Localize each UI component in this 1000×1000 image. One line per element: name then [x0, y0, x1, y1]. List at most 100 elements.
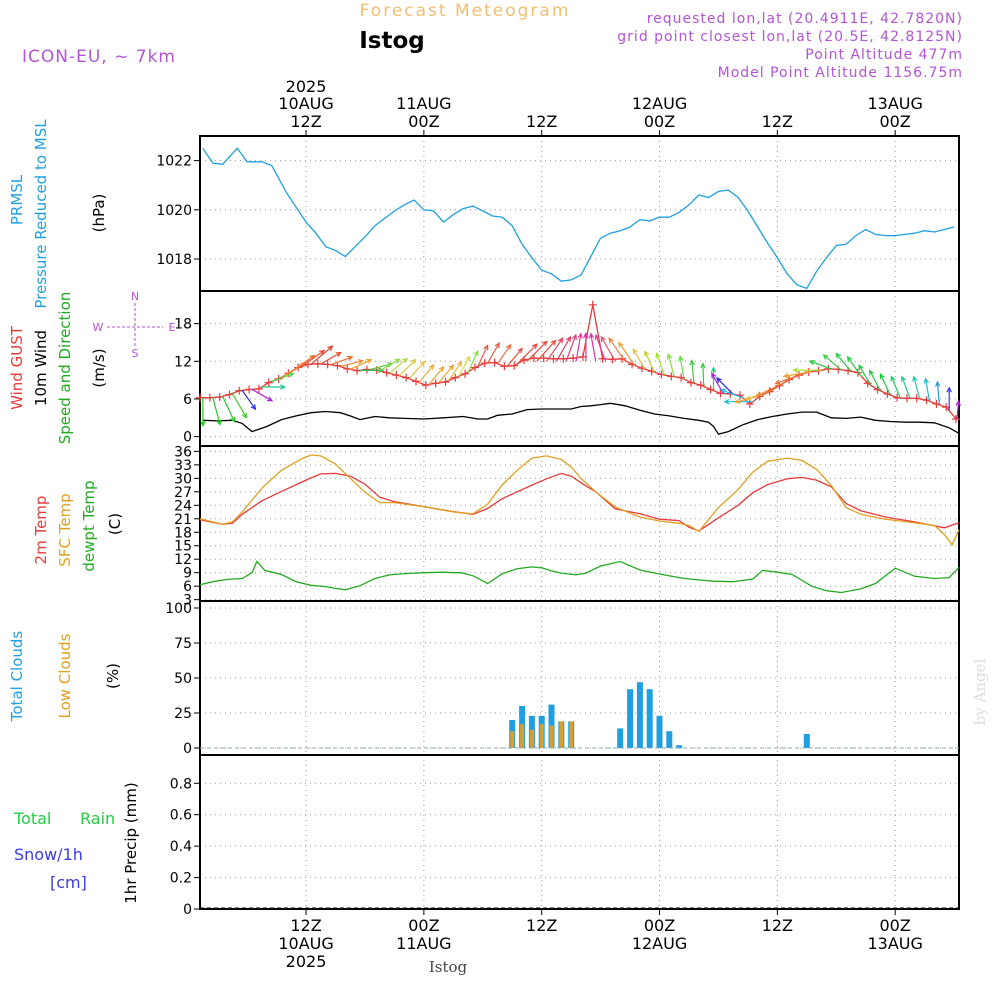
top-tick-label: 12Z — [526, 112, 557, 131]
bottom-tick-label: 12Z — [526, 916, 557, 935]
wind-arrow — [231, 393, 248, 419]
wind-arrow — [588, 332, 597, 362]
y-tick-label: 18 — [174, 525, 192, 541]
panel-precip: 0 0.2 0.4 0.6 0.8 — [170, 754, 960, 918]
location-title: Istog — [359, 28, 425, 54]
wind-arrow — [467, 349, 479, 373]
y-tick-label: 75 — [174, 636, 192, 652]
y-tick-label: 0 — [183, 741, 192, 757]
gust-marker — [412, 377, 421, 386]
wind-arrow — [846, 355, 862, 377]
dewpoint-series — [199, 560, 960, 594]
cloud-bars — [509, 682, 810, 748]
gust-label: Wind GUST — [8, 325, 26, 410]
panel-frame — [199, 754, 960, 910]
wind-arrow — [720, 388, 744, 399]
wind-arrow — [618, 341, 636, 366]
t2m-series — [199, 472, 960, 532]
series-line — [202, 147, 955, 290]
y-tick-label: 15 — [174, 539, 192, 555]
panel-wind: 0 6 12 18 — [174, 290, 960, 447]
gust-marker — [196, 393, 204, 402]
wind-arrow — [632, 347, 646, 370]
gust-marker — [353, 366, 362, 375]
top-tick-label: 12AUG — [632, 94, 687, 113]
panels: 1018102010220612183691215182124273033360… — [156, 130, 961, 918]
top-tick-label: 10AUG — [278, 94, 333, 113]
gust-marker — [264, 378, 273, 387]
y-tick-label: 21 — [174, 512, 192, 528]
gust-marker — [392, 371, 401, 380]
gust-marker — [510, 361, 519, 370]
wind-arrow — [700, 362, 706, 387]
y-tick-label: 27 — [174, 485, 192, 501]
grid-point-coords: grid point closest lon,lat (20.5E, 42.81… — [617, 29, 963, 45]
y-tick-label: 6 — [183, 579, 192, 595]
top-tick-label: 12Z — [290, 112, 321, 131]
gust-marker — [343, 364, 352, 373]
y-tick-label: 0 — [183, 902, 192, 918]
y-tick-label: 50 — [174, 671, 192, 687]
total-rain-label: Total — [13, 809, 51, 828]
wind-arrow — [447, 360, 463, 382]
gust-marker — [559, 354, 568, 363]
gust-marker — [480, 359, 489, 368]
compass-n: N — [131, 290, 139, 303]
wind-arrow — [457, 355, 471, 377]
wind-direction-arrows — [200, 331, 961, 428]
wind-arrow — [583, 331, 589, 362]
wind-arrow — [555, 335, 572, 362]
wind-arrow — [222, 396, 236, 423]
top-tick-label: 00Z — [880, 112, 911, 131]
wind-arrow — [879, 372, 891, 396]
sfc-temp-label: SFC Temp — [56, 493, 74, 566]
wind-arrow — [330, 355, 354, 366]
total-cloud-bar — [656, 715, 663, 748]
wind-arrow — [946, 386, 952, 411]
wind-arrow — [251, 388, 274, 402]
dewpt-label: dewpt Temp — [80, 480, 98, 571]
wind-arrow — [890, 375, 901, 399]
top-tick-label: 12Z — [762, 112, 793, 131]
compass-e: E — [169, 321, 176, 334]
y-tick-label: 24 — [174, 498, 192, 514]
wind-arrow — [536, 339, 557, 362]
y-tick-label: 33 — [174, 458, 192, 474]
wind-arrow — [644, 350, 656, 373]
low-cloud-bar — [510, 731, 515, 748]
gust-marker — [382, 368, 391, 377]
wind-arrow — [290, 354, 316, 372]
wind-arrow — [792, 367, 822, 373]
wind-arrow — [655, 352, 665, 376]
sfc-temp-series — [199, 454, 960, 547]
bottom-tick-label: 2025 — [286, 952, 327, 971]
prmsl-label: PRMSL — [8, 174, 26, 225]
bottom-tick-label: 00Z — [880, 916, 911, 935]
wind-arrow — [261, 384, 287, 390]
wind-dir-label: Speed and Direction — [56, 292, 74, 445]
wind-arrow — [526, 340, 548, 362]
gust-marker — [421, 381, 430, 390]
wind10m-label: 10m Wind — [32, 330, 50, 406]
gust-series — [196, 300, 961, 424]
t2m-label: 2m Temp — [32, 496, 50, 565]
total-cloud-bar — [666, 731, 673, 748]
y-tick-label: 30 — [174, 471, 192, 487]
total-cloud-bar — [803, 734, 810, 748]
series-line — [202, 402, 960, 435]
y-tick-label: 36 — [174, 444, 192, 460]
compass-rose: N S W E — [93, 290, 176, 360]
top-tick-label: 13AUG — [867, 94, 922, 113]
panel-side-labels: PRMSL Pressure Reduced to MSL (hPa) Wind GU… — [8, 119, 140, 904]
low-cloud-bar — [520, 724, 525, 748]
gust-marker — [529, 354, 538, 363]
series-line — [199, 560, 960, 594]
y-tick-label: 12 — [174, 552, 192, 568]
wind-arrow — [516, 343, 538, 365]
wind-arrow — [575, 332, 583, 362]
model-label: ICON-EU, ~ 7km — [22, 47, 176, 67]
wind-arrow — [608, 337, 626, 362]
wind-arrow — [212, 397, 222, 426]
wind-arrow — [808, 360, 832, 370]
